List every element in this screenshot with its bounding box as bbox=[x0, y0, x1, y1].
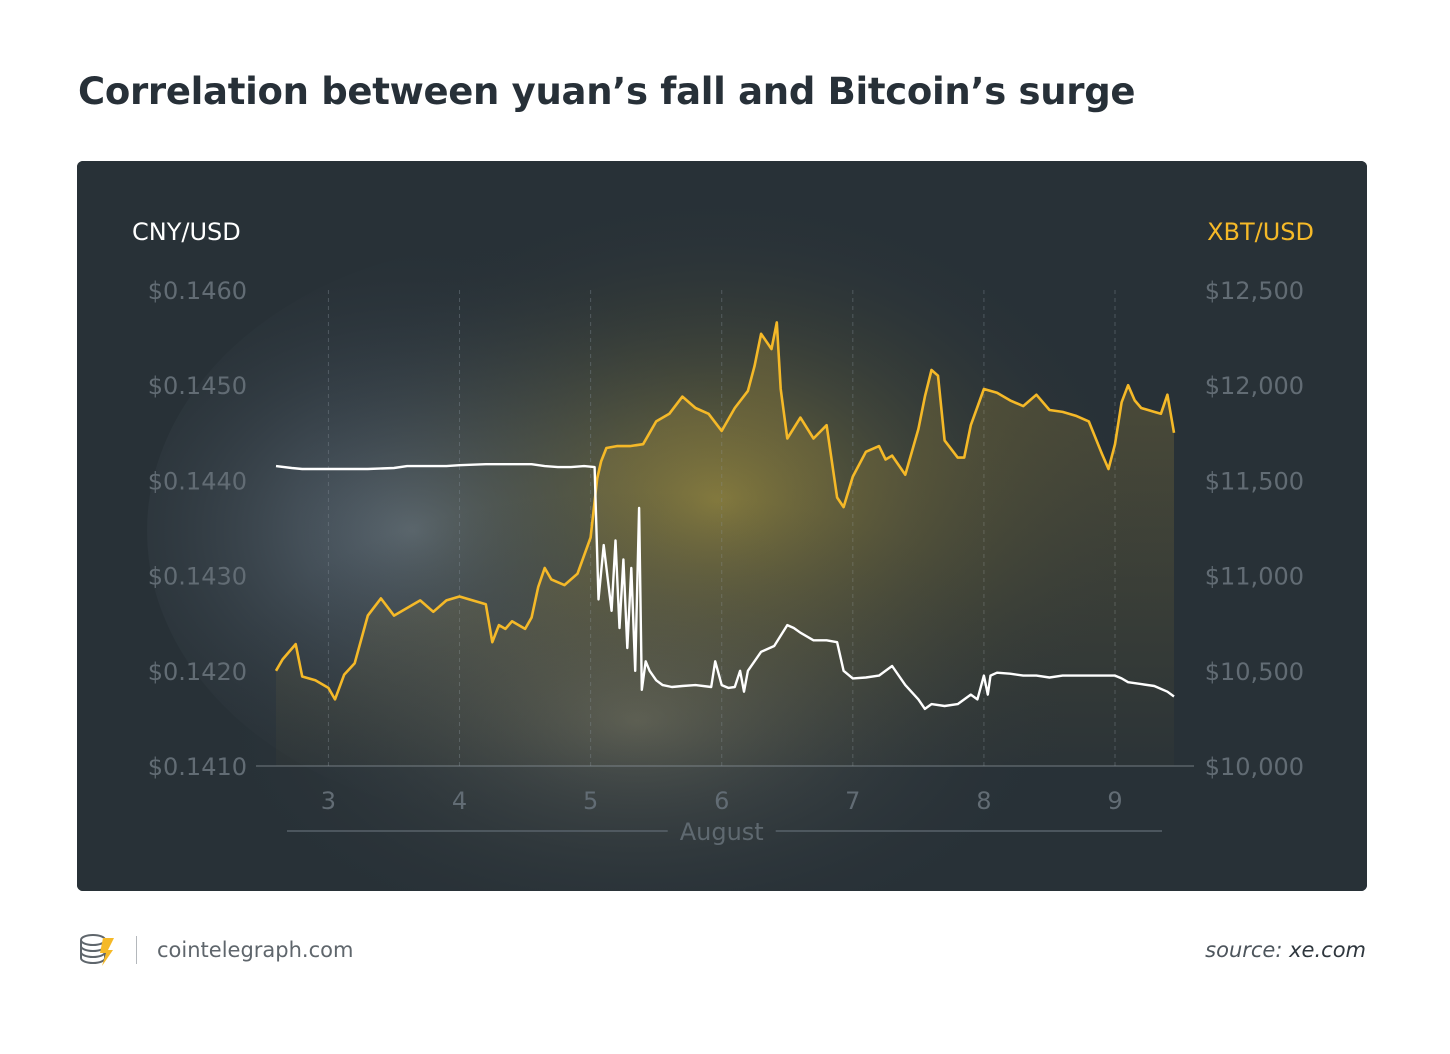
cny-series-line bbox=[275, 463, 1175, 711]
chart: $0.1410 $0.1420 $0.1430 $0.1440 $0.1450 $0.14… bbox=[77, 161, 1367, 891]
source-value[interactable]: xe.com bbox=[1289, 938, 1366, 962]
xbt-series-line bbox=[274, 321, 1176, 701]
legend-xbt-label: XBT/USD bbox=[1207, 218, 1314, 246]
x-tick-label: 9 bbox=[1107, 787, 1122, 815]
legend-cny-label: CNY/USD bbox=[132, 218, 241, 246]
x-tick-label: 8 bbox=[976, 787, 991, 815]
right-tick-label: $11,000 bbox=[1205, 563, 1304, 591]
left-tick-label: $0.1420 bbox=[148, 658, 247, 686]
cointelegraph-coin-icon bbox=[80, 934, 114, 966]
right-tick-label: $10,500 bbox=[1205, 658, 1304, 686]
left-tick-label: $0.1410 bbox=[148, 753, 247, 781]
x-tick-label: 7 bbox=[845, 787, 860, 815]
footer-brand: cointelegraph.com bbox=[78, 928, 353, 972]
right-tick-label: $10,000 bbox=[1205, 753, 1304, 781]
footer-source: source: xe.com bbox=[1205, 938, 1366, 962]
footer-separator bbox=[136, 936, 137, 964]
left-tick-label: $0.1440 bbox=[148, 467, 247, 495]
page-title: Correlation between yuan’s fall and Bitc… bbox=[78, 70, 1136, 113]
xbt-area bbox=[276, 322, 1174, 766]
source-label: source: bbox=[1205, 938, 1283, 962]
right-tick-label: $12,500 bbox=[1205, 277, 1304, 305]
left-tick-label: $0.1460 bbox=[148, 277, 247, 305]
x-axis-title: August bbox=[680, 818, 764, 846]
chart-panel: $0.1410 $0.1420 $0.1430 $0.1440 $0.1450 $0.14… bbox=[77, 161, 1367, 891]
x-tick-label: 3 bbox=[321, 787, 336, 815]
left-tick-label: $0.1450 bbox=[148, 372, 247, 400]
right-tick-label: $12,000 bbox=[1205, 372, 1304, 400]
x-tick-label: 5 bbox=[583, 787, 598, 815]
x-tick-label: 4 bbox=[452, 787, 467, 815]
footer-site-link[interactable]: cointelegraph.com bbox=[157, 938, 354, 962]
x-tick-label: 6 bbox=[714, 787, 729, 815]
left-tick-label: $0.1430 bbox=[148, 563, 247, 591]
right-tick-label: $11,500 bbox=[1205, 467, 1304, 495]
